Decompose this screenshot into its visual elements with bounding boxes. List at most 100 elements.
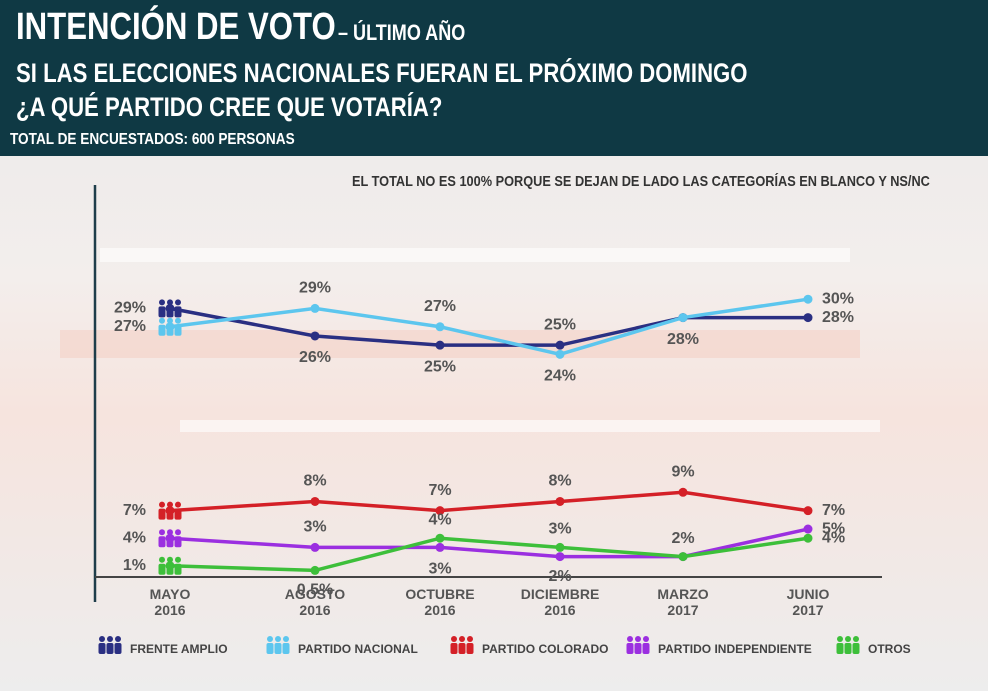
icon-body	[844, 643, 852, 654]
legend-label: PARTIDO INDEPENDIENTE	[658, 642, 812, 656]
icon-head	[159, 556, 165, 563]
data-point	[310, 496, 320, 506]
icon-head	[627, 636, 633, 642]
data-point	[678, 313, 688, 323]
data-label: 24%	[544, 368, 576, 385]
icon-body	[174, 563, 182, 575]
icon-body	[166, 536, 174, 548]
icon-head	[635, 636, 641, 642]
series-line	[169, 297, 809, 357]
data-label: 8%	[303, 473, 326, 490]
icon-head	[275, 636, 281, 642]
icon-head	[837, 636, 843, 642]
legend-label: FRENTE AMPLIO	[130, 642, 228, 656]
icon-head	[459, 636, 465, 642]
people-icon	[158, 299, 182, 318]
icon-body	[158, 324, 166, 336]
data-label: 3%	[548, 521, 571, 538]
data-label: 28%	[667, 331, 699, 348]
data-label: 7%	[428, 482, 451, 499]
icon-body	[106, 643, 114, 654]
series-line	[169, 536, 809, 573]
data-label: 5%	[822, 520, 845, 537]
data-point	[555, 552, 565, 562]
data-label: 7%	[123, 502, 146, 519]
data-point	[310, 303, 320, 313]
icon-head	[159, 529, 165, 536]
data-label: 27%	[424, 298, 456, 315]
title-suffix: – ÚLTIMO AÑO	[338, 20, 466, 45]
data-point	[678, 552, 688, 562]
icon-body	[626, 643, 634, 654]
x-tick-label: JUNIO 2017	[786, 586, 830, 618]
data-label: 1%	[123, 557, 146, 574]
icon-head	[115, 636, 121, 642]
icon-head	[175, 299, 181, 306]
icon-head	[99, 636, 105, 642]
icon-head	[167, 501, 173, 508]
icon-head	[175, 529, 181, 536]
icon-body	[642, 643, 650, 654]
data-label: 4%	[123, 529, 146, 546]
data-point	[803, 294, 813, 304]
data-label: 7%	[822, 502, 845, 519]
data-point	[310, 565, 320, 575]
data-label: 3%	[428, 561, 451, 578]
data-label: 25%	[424, 358, 456, 375]
data-label: 4%	[822, 529, 845, 546]
icon-body	[158, 306, 166, 318]
icon-body	[852, 643, 860, 654]
series-line	[169, 490, 809, 513]
data-label: 4%	[428, 511, 451, 528]
data-point	[555, 349, 565, 359]
series-line	[169, 306, 808, 347]
icon-body	[166, 306, 174, 318]
legend-label: OTROS	[868, 642, 911, 656]
data-point	[435, 533, 445, 543]
data-point	[555, 496, 565, 506]
legend-label: PARTIDO COLORADO	[482, 642, 608, 656]
icon-head	[107, 636, 113, 642]
icon-head	[451, 636, 457, 642]
icon-head	[643, 636, 649, 642]
icon-head	[159, 501, 165, 508]
people-icon	[98, 636, 122, 654]
data-point	[803, 313, 813, 323]
icon-body	[166, 324, 174, 336]
icon-head	[467, 636, 473, 642]
icon-head	[167, 556, 173, 563]
icon-body	[282, 643, 290, 654]
icon-head	[283, 636, 289, 642]
icon-body	[450, 643, 458, 654]
data-label: 27%	[114, 318, 146, 335]
icon-body	[458, 643, 466, 654]
icon-body	[158, 508, 166, 520]
data-label: 28%	[822, 309, 854, 326]
icon-head	[159, 317, 165, 324]
icon-body	[174, 306, 182, 318]
data-label: 9%	[671, 463, 694, 480]
data-point	[803, 506, 813, 516]
decor-stripe	[100, 248, 850, 262]
data-label: 29%	[299, 280, 331, 297]
icon-body	[174, 324, 182, 336]
icon-body	[98, 643, 106, 654]
subtitle: ¿A QUÉ PARTIDO CREE QUE VOTARÍA?	[16, 92, 443, 122]
header: INTENCIÓN DE VOTO – ÚLTIMO AÑO SI LAS EL…	[0, 0, 988, 156]
icon-body	[166, 508, 174, 520]
data-point	[678, 487, 688, 497]
icon-head	[267, 636, 273, 642]
people-icon	[266, 636, 290, 654]
data-label: 2%	[671, 530, 694, 547]
x-tick-label: MAYO 2016	[149, 586, 191, 618]
data-point	[435, 322, 445, 332]
icon-head	[175, 317, 181, 324]
data-point	[310, 542, 320, 552]
data-point	[310, 331, 320, 341]
icon-body	[634, 643, 642, 654]
icon-body	[836, 643, 844, 654]
data-label: 8%	[548, 473, 571, 490]
data-label: 3%	[303, 519, 326, 536]
